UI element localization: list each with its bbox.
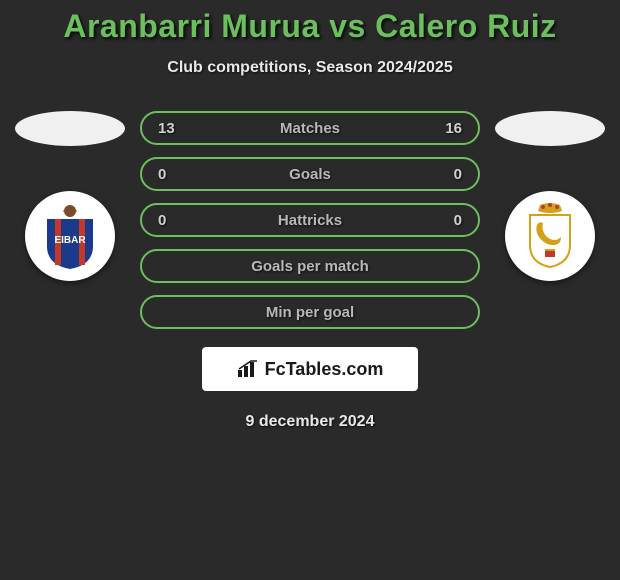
stat-row-hattricks: 0 Hattricks 0	[140, 203, 480, 237]
left-player-placeholder	[15, 111, 125, 146]
infographic-container: Aranbarri Murua vs Calero Ruiz Club comp…	[0, 0, 620, 431]
bar-chart-icon	[237, 360, 259, 378]
stat-row-goals-per-match: Goals per match	[140, 249, 480, 283]
right-player-placeholder	[495, 111, 605, 146]
stat-row-min-per-goal: Min per goal	[140, 295, 480, 329]
stat-left-value: 0	[158, 212, 188, 229]
stat-right-value: 0	[432, 166, 462, 183]
stat-label: Min per goal	[266, 304, 354, 321]
stat-label: Matches	[280, 120, 340, 137]
stat-left-value: 0	[158, 166, 188, 183]
left-column: EIBAR	[10, 111, 130, 281]
right-club-badge	[505, 191, 595, 281]
stat-row-matches: 13 Matches 16	[140, 111, 480, 145]
stat-left-value: 13	[158, 120, 188, 137]
stat-label: Hattricks	[278, 212, 342, 229]
date-text: 9 december 2024	[0, 413, 620, 431]
main-row: EIBAR 13 Matches 16 0 Goals 0 0 Hattrick…	[0, 111, 620, 329]
subtitle: Club competitions, Season 2024/2025	[0, 59, 620, 77]
left-club-badge: EIBAR	[25, 191, 115, 281]
stat-row-goals: 0 Goals 0	[140, 157, 480, 191]
brand-text: FcTables.com	[265, 359, 384, 380]
page-title: Aranbarri Murua vs Calero Ruiz	[0, 8, 620, 45]
eibar-crest-icon: EIBAR	[35, 201, 105, 271]
stat-label: Goals	[289, 166, 331, 183]
stat-right-value: 0	[432, 212, 462, 229]
stat-label: Goals per match	[251, 258, 369, 275]
stats-column: 13 Matches 16 0 Goals 0 0 Hattricks 0 Go…	[140, 111, 480, 329]
right-column	[490, 111, 610, 281]
zaragoza-crest-icon	[515, 201, 585, 271]
svg-text:EIBAR: EIBAR	[54, 235, 86, 246]
brand-box: FcTables.com	[202, 347, 418, 391]
stat-right-value: 16	[432, 120, 462, 137]
